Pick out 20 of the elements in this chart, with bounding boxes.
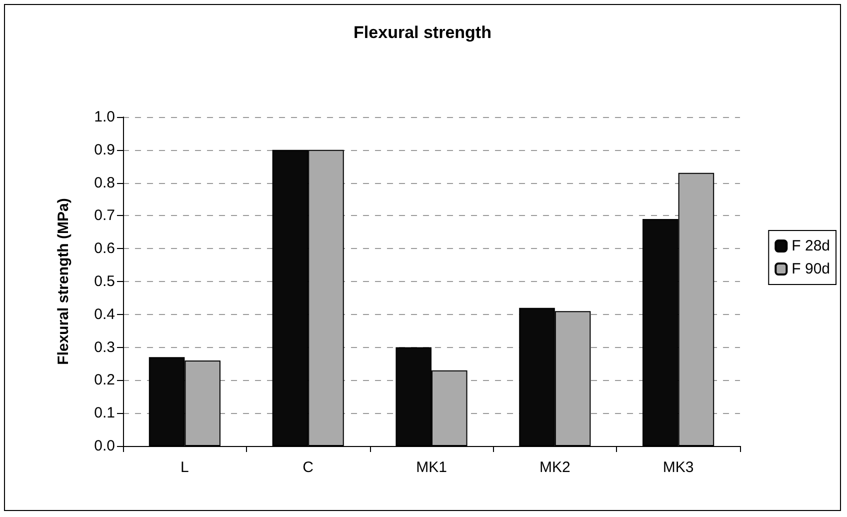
y-tick-label: 1.0 [94, 108, 115, 126]
y-tick-label: 0.4 [94, 306, 115, 323]
y-tick-label: 0.0 [94, 438, 115, 454]
y-tick-label: 0.5 [94, 273, 115, 290]
x-tick-label: MK1 [416, 459, 447, 476]
legend-label: F 28d [792, 238, 830, 254]
y-tick-label: 0.6 [94, 240, 115, 258]
x-tick-label: L [180, 459, 189, 476]
y-tick-label: 0.9 [94, 141, 115, 158]
x-tick-label: MK2 [539, 459, 570, 476]
y-axis-title: Flexural strength (MPa) [55, 198, 72, 365]
x-tick-label: C [302, 459, 314, 476]
x-tick-label: MK3 [662, 459, 694, 476]
chart-title: Flexural strength [354, 23, 492, 42]
y-tick-label: 0.1 [94, 404, 115, 422]
y-tick-label: 0.3 [94, 338, 115, 356]
y-tick-label: 0.7 [94, 207, 115, 224]
y-tick-label: 0.2 [94, 372, 115, 389]
legend-label: F 90d [792, 260, 830, 278]
y-tick-label: 0.8 [94, 174, 115, 192]
